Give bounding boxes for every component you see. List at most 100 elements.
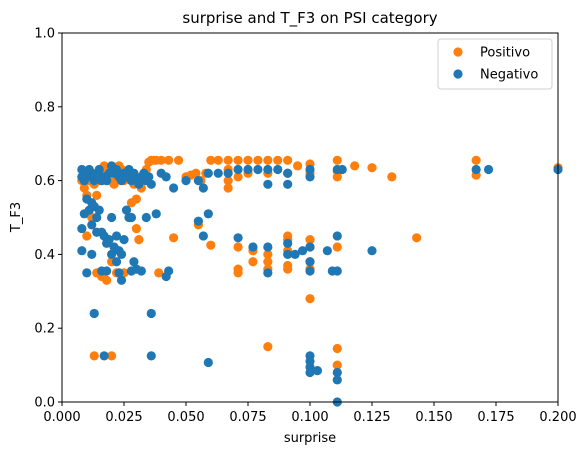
- data-point: [305, 367, 315, 378]
- data-point: [79, 176, 89, 186]
- data-point: [193, 216, 203, 226]
- data-point: [412, 233, 422, 243]
- axes-layer: 0.000 0.025 0.050 0.075 0.100 0.125 0.150 0.175…: [34, 27, 576, 426]
- data-point: [134, 179, 144, 189]
- data-point: [332, 343, 342, 354]
- data-point: [332, 266, 342, 276]
- data-point: [131, 223, 141, 234]
- data-point: [283, 168, 293, 178]
- data-point: [206, 155, 216, 165]
- data-point: [367, 163, 377, 173]
- data-point: [87, 220, 97, 230]
- data-point: [263, 268, 273, 278]
- legend-label: Positivo: [480, 46, 530, 61]
- data-point: [223, 176, 233, 186]
- data-point: [156, 155, 166, 165]
- data-point: [263, 155, 273, 165]
- data-point: [332, 375, 342, 385]
- data-point: [111, 164, 122, 175]
- data-point: [203, 357, 213, 368]
- data-point: [305, 235, 315, 245]
- data-point: [146, 351, 156, 361]
- data-point: [193, 176, 203, 186]
- data-point: [322, 246, 332, 256]
- legend: Positivo Negativo: [437, 38, 553, 90]
- data-point: [94, 164, 104, 175]
- data-point: [263, 257, 273, 267]
- data-point: [146, 179, 156, 189]
- data-point: [203, 168, 213, 178]
- data-point: [213, 155, 223, 165]
- data-point: [164, 266, 174, 276]
- data-point: [233, 172, 243, 182]
- data-point: [84, 164, 94, 175]
- data-point: [82, 268, 92, 278]
- data-point: [263, 164, 273, 175]
- data-point: [283, 179, 293, 189]
- data-point: [92, 227, 102, 237]
- data-point: [116, 275, 127, 285]
- data-point: [134, 235, 144, 245]
- y-tick-label: 0.4: [34, 248, 55, 263]
- y-tick-label: 0.0: [34, 396, 55, 411]
- data-point: [87, 249, 97, 259]
- data-point: [141, 212, 151, 223]
- data-point: [297, 246, 308, 256]
- data-point: [253, 164, 263, 175]
- data-point: [144, 172, 154, 182]
- data-point: [146, 308, 156, 319]
- data-point: [332, 172, 342, 182]
- x-tick-label: 0.025: [105, 410, 142, 425]
- x-tick-label: 0.150: [415, 410, 452, 425]
- data-point: [233, 155, 243, 165]
- data-point: [126, 212, 137, 223]
- data-point: [102, 266, 112, 276]
- data-point: [283, 249, 293, 259]
- data-point: [203, 209, 213, 219]
- data-point: [213, 168, 223, 178]
- data-point: [206, 240, 216, 250]
- data-point: [102, 275, 112, 285]
- data-point: [471, 164, 481, 175]
- data-point: [273, 164, 283, 175]
- data-point: [253, 155, 263, 165]
- data-point: [79, 183, 89, 193]
- data-point: [107, 351, 117, 361]
- data-point: [181, 176, 191, 186]
- data-point: [332, 242, 342, 252]
- data-point: [387, 172, 397, 182]
- legend-marker: [453, 47, 463, 57]
- data-point: [169, 233, 179, 243]
- data-point: [119, 235, 129, 245]
- data-point: [305, 172, 315, 182]
- data-point: [198, 183, 208, 193]
- data-point: [151, 209, 161, 219]
- data-point: [263, 342, 273, 352]
- x-tick-label: 0.175: [477, 410, 514, 425]
- data-point: [107, 249, 117, 259]
- data-point: [92, 212, 102, 223]
- data-point: [263, 179, 273, 189]
- x-tick-label: 0.200: [539, 410, 576, 425]
- data-point: [263, 242, 273, 252]
- data-point: [111, 257, 122, 267]
- points-layer: [77, 155, 563, 407]
- data-point: [290, 249, 300, 259]
- data-point: [483, 164, 494, 175]
- data-point: [89, 351, 99, 361]
- data-point: [293, 161, 303, 171]
- data-point: [154, 268, 164, 278]
- data-point: [283, 264, 293, 274]
- data-point: [191, 168, 201, 178]
- x-tick-label: 0.100: [291, 410, 328, 425]
- data-point: [233, 164, 243, 175]
- data-point: [89, 308, 99, 319]
- data-point: [332, 367, 342, 378]
- data-point: [332, 231, 342, 241]
- data-point: [164, 155, 174, 165]
- data-point: [77, 223, 87, 234]
- x-axis-label: surprise: [284, 431, 336, 446]
- x-tick-label: 0.075: [229, 410, 266, 425]
- data-point: [337, 164, 347, 175]
- legend-marker: [453, 69, 463, 79]
